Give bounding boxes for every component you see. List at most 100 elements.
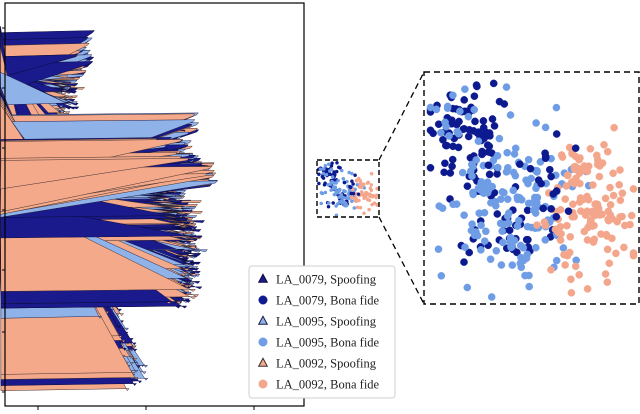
zoom-point-181	[355, 205, 360, 210]
inset-point-223	[552, 103, 561, 112]
inset-point-424	[526, 164, 535, 173]
legend-label-0: LA_0079, Spoofing	[276, 273, 377, 287]
inset-point-250	[506, 111, 515, 119]
zoom-connector-top	[378, 71, 425, 161]
inset-point-418	[547, 172, 555, 181]
inset-point-249	[515, 216, 523, 225]
inset-point-324	[601, 194, 610, 203]
inset-point-145	[480, 237, 489, 245]
inset-point-116	[493, 210, 502, 218]
inset-point-368	[593, 151, 601, 160]
inset-point-233	[483, 188, 492, 197]
inset-point-423	[516, 160, 524, 168]
inset-point-287	[609, 191, 618, 200]
zoom-point-135	[321, 167, 326, 171]
inset-point-278	[449, 91, 457, 100]
inset-point-6	[426, 163, 435, 172]
inset-point-296	[575, 270, 584, 279]
zoom-point-108	[328, 182, 333, 187]
zoom-point-210	[356, 192, 361, 196]
zoom-point-53	[326, 204, 331, 209]
inset-point-391	[592, 210, 601, 219]
zoom-point-87	[341, 176, 346, 181]
inset-point-349	[609, 169, 617, 178]
inset-point-382	[569, 200, 577, 208]
inset-point-383	[554, 228, 563, 237]
zoom-point-189	[375, 203, 379, 207]
inset-point-277	[445, 132, 453, 140]
zoom-point-101	[344, 203, 349, 208]
inset-point-226	[541, 123, 550, 132]
inset-point-87	[478, 147, 486, 156]
inset-point-244	[492, 246, 501, 255]
zoom-point-71	[355, 182, 360, 187]
zoom-point-194	[369, 194, 373, 198]
inset-point-303	[606, 183, 614, 192]
inset-point-294	[603, 278, 612, 287]
zoom-point-196	[364, 193, 369, 197]
inset-point-217	[477, 246, 485, 254]
inset-point-416	[552, 212, 561, 221]
zoom-point-206	[354, 179, 359, 183]
legend-marker-3	[258, 337, 268, 347]
zoom-point-115	[352, 206, 357, 210]
zoom-point-141	[318, 167, 323, 171]
inset-point-381	[590, 221, 598, 230]
legend-label-3: LA_0095, Bona fide	[276, 336, 380, 350]
inset-point-168	[458, 168, 467, 177]
inset-point-80	[470, 92, 479, 100]
inset-point-346	[616, 196, 625, 205]
legend-box	[248, 265, 396, 399]
zoom-point-81	[349, 199, 354, 204]
inset-point-329	[566, 232, 575, 241]
inset-point-213	[467, 160, 476, 169]
inset-point-261	[502, 168, 511, 176]
zoom-point-57	[331, 201, 336, 205]
inset-point-347	[556, 205, 565, 214]
inset-point-422	[484, 161, 493, 169]
inset-point-392	[605, 259, 614, 268]
inset-point-248	[477, 178, 486, 186]
zoom-point-104	[332, 192, 337, 197]
inset-point-386	[565, 248, 574, 257]
inset-point-167	[477, 221, 485, 230]
inset-point-309	[583, 285, 592, 293]
inset-point-420	[571, 144, 580, 152]
inset-point-283	[456, 107, 464, 116]
inset-point-413	[567, 178, 576, 186]
inset-point-245	[531, 193, 539, 202]
inset-point-380	[567, 275, 575, 284]
zoom-point-155	[362, 211, 366, 216]
inset-point-220	[493, 151, 502, 160]
inset-point-412	[586, 144, 595, 153]
inset-point-59	[473, 82, 481, 91]
inset-point-8	[479, 117, 488, 125]
inset-point-419	[564, 207, 573, 215]
inset-point-425	[552, 130, 561, 138]
inset-point-274	[464, 112, 473, 121]
inset-point-304	[595, 172, 604, 181]
inset-point-351	[629, 185, 638, 193]
inset-point-180	[499, 238, 507, 247]
inset-point-150	[519, 243, 528, 252]
inset-frame	[423, 71, 640, 305]
zoom-point-122	[335, 202, 340, 206]
inset-point-273	[437, 128, 445, 137]
inset-point-9	[490, 122, 499, 130]
inset-point-211	[509, 186, 518, 195]
inset-point-154	[435, 202, 444, 210]
zoom-point-213	[353, 173, 357, 177]
inset-point-377	[629, 251, 638, 260]
legend-marker-2	[257, 315, 269, 325]
inset-point-269	[508, 261, 517, 269]
zoom-point-188	[359, 190, 364, 194]
inset-point-221	[524, 199, 533, 208]
inset-point-163	[503, 195, 512, 203]
inset-point-256	[517, 195, 526, 204]
legend-label-4: LA_0092, Spoofing	[276, 357, 377, 371]
legend-marker-1	[258, 295, 268, 305]
inset-point-276	[470, 105, 479, 114]
inset-point-203	[519, 256, 528, 265]
inset-point-73	[440, 168, 448, 177]
zoom-point-130	[332, 181, 336, 185]
